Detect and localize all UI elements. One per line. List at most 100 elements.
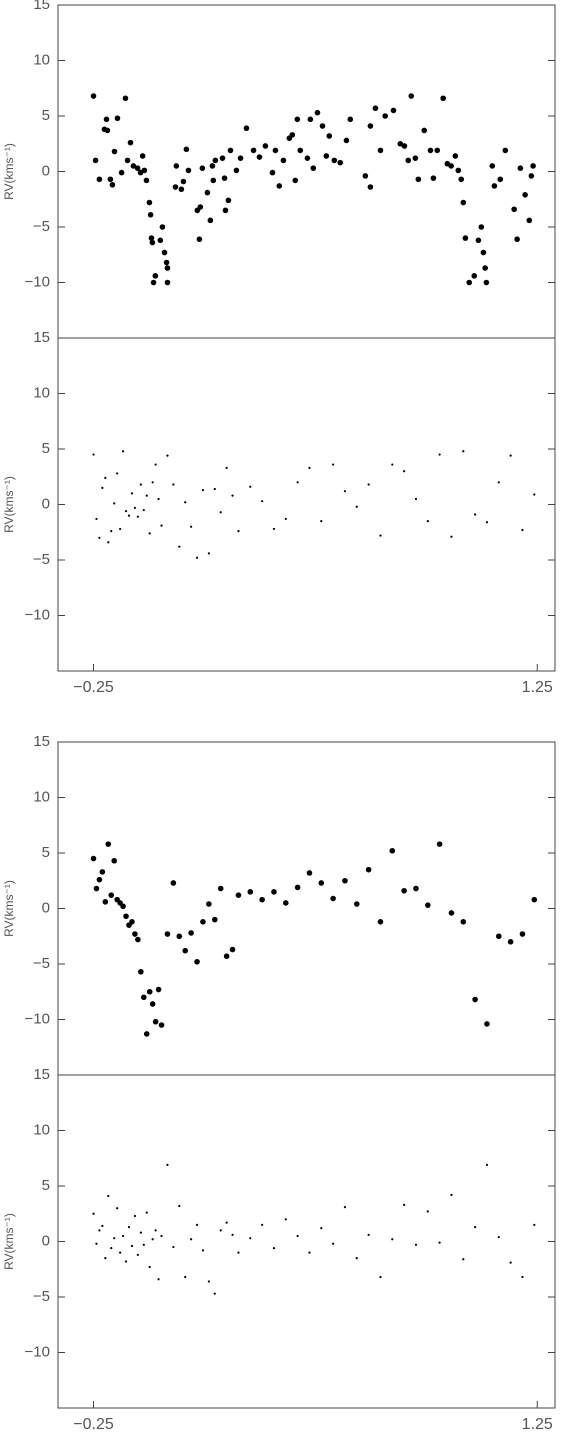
data-point	[497, 1235, 500, 1239]
data-point	[163, 259, 170, 266]
data-point	[206, 901, 212, 907]
data-point	[219, 1229, 222, 1232]
data-point	[118, 169, 125, 176]
data-point	[307, 116, 314, 123]
data-point	[113, 502, 116, 505]
data-point	[413, 885, 419, 892]
data-point	[103, 116, 110, 123]
data-point	[127, 139, 134, 146]
data-point	[484, 1021, 490, 1027]
data-point	[172, 184, 179, 190]
data-point	[185, 167, 192, 174]
data-point	[139, 483, 142, 486]
y-tick-label: 0	[42, 1232, 50, 1249]
data-point	[201, 488, 205, 492]
data-point	[391, 463, 394, 466]
data-point	[474, 1225, 477, 1229]
y-tick-label: −5	[33, 218, 50, 235]
data-point	[233, 167, 240, 174]
data-point	[102, 899, 109, 905]
data-point	[304, 155, 311, 161]
data-point	[403, 470, 406, 473]
x-tick-label: −0.25	[73, 679, 114, 696]
data-point	[211, 916, 218, 923]
data-point	[139, 1231, 142, 1234]
data-point	[482, 265, 488, 271]
data-point	[188, 930, 194, 936]
data-point	[421, 127, 428, 134]
data-point	[90, 93, 97, 99]
data-point	[343, 1205, 347, 1209]
data-point	[142, 1243, 145, 1246]
data-point	[497, 481, 500, 484]
data-point	[98, 536, 101, 539]
data-point	[107, 541, 110, 544]
y-tick-label: −10	[25, 1343, 50, 1360]
y-tick-label: 15	[33, 1066, 50, 1083]
data-point	[160, 524, 163, 527]
data-point	[95, 517, 98, 521]
data-point	[519, 931, 526, 937]
data-point	[261, 500, 264, 503]
data-point	[415, 176, 422, 183]
data-point	[514, 236, 520, 243]
data-point	[235, 892, 242, 898]
y-tick-label: 0	[42, 495, 50, 512]
data-point	[225, 1221, 228, 1224]
data-point	[320, 520, 323, 523]
data-point	[196, 236, 203, 243]
data-point	[116, 1207, 119, 1210]
data-point	[412, 155, 419, 161]
data-point	[194, 958, 200, 965]
y-tick-label: 0	[42, 162, 50, 179]
data-point	[207, 1280, 210, 1283]
data-point	[362, 173, 369, 179]
data-point	[379, 534, 382, 537]
data-point	[292, 177, 299, 184]
data-point	[426, 520, 429, 523]
data-point	[271, 889, 277, 895]
data-point	[314, 109, 321, 116]
data-point	[533, 493, 536, 496]
data-point	[438, 453, 441, 456]
data-point	[455, 167, 462, 174]
data-point	[217, 885, 224, 892]
data-point	[414, 497, 418, 501]
data-point	[294, 884, 301, 891]
data-point	[438, 1241, 441, 1244]
y-tick-label: 10	[33, 51, 50, 68]
data-point	[147, 211, 154, 218]
data-point	[161, 249, 168, 256]
data-point	[133, 1214, 137, 1218]
data-point	[249, 485, 252, 488]
data-point	[122, 95, 129, 102]
data-point	[143, 1031, 150, 1037]
data-point	[149, 239, 156, 246]
y-tick-label: −5	[33, 1288, 50, 1305]
data-point	[342, 877, 348, 884]
data-point	[227, 147, 234, 154]
data-point	[462, 1258, 465, 1261]
data-point	[119, 527, 122, 531]
data-point	[343, 490, 347, 493]
y-tick-label: 15	[33, 0, 50, 13]
data-point	[272, 1247, 276, 1250]
data-point	[135, 936, 141, 943]
y-tick-label: 15	[33, 329, 50, 346]
data-point	[284, 1218, 287, 1221]
data-point	[382, 113, 388, 119]
data-point	[243, 125, 250, 132]
data-point	[276, 183, 283, 189]
x-tick-label: −0.25	[73, 1416, 114, 1433]
data-point	[113, 1237, 116, 1240]
data-point	[533, 1223, 536, 1226]
data-point	[528, 173, 535, 179]
data-point	[318, 880, 325, 886]
data-point	[237, 155, 244, 161]
data-point	[272, 527, 276, 531]
data-point	[530, 163, 536, 169]
data-point	[229, 946, 236, 953]
data-point	[247, 889, 254, 895]
data-point	[157, 237, 164, 244]
plot-frame	[57, 741, 556, 1076]
